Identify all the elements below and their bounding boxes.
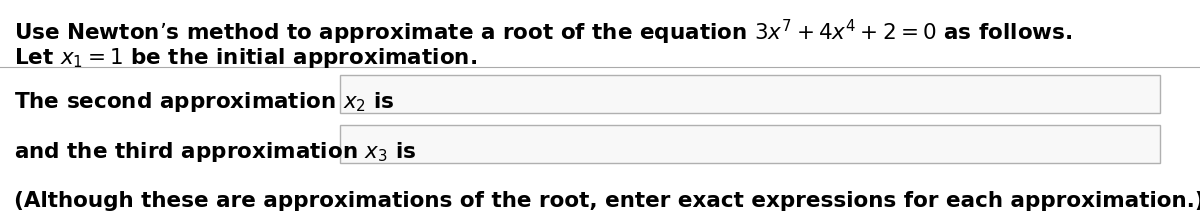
- Text: Use Newton’s method to approximate a root of the equation $3x^7 + 4x^4 + 2 = 0$ : Use Newton’s method to approximate a roo…: [14, 18, 1073, 47]
- Text: (Although these are approximations of the root, enter exact expressions for each: (Although these are approximations of th…: [14, 191, 1200, 211]
- FancyBboxPatch shape: [340, 125, 1160, 163]
- FancyBboxPatch shape: [340, 75, 1160, 113]
- Text: and the third approximation $x_3$ is: and the third approximation $x_3$ is: [14, 140, 416, 164]
- Text: The second approximation $x_2$ is: The second approximation $x_2$ is: [14, 90, 395, 114]
- Text: Let $x_1 = 1$ be the initial approximation.: Let $x_1 = 1$ be the initial approximati…: [14, 46, 478, 70]
